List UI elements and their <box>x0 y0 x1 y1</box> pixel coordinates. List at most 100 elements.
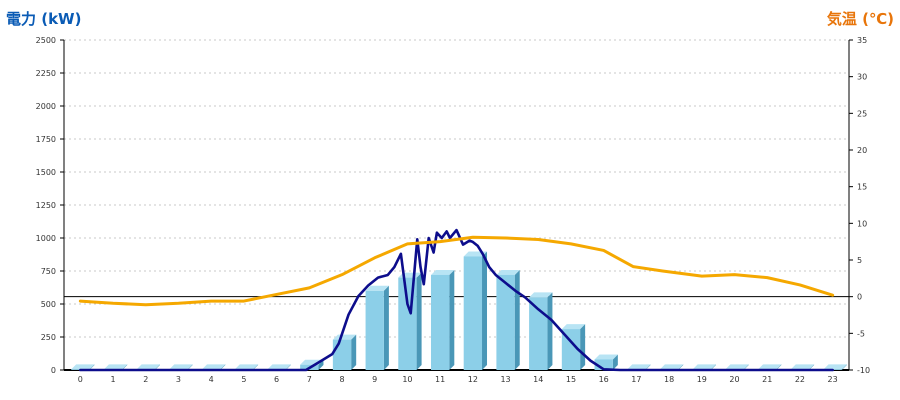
bar-side <box>841 364 847 370</box>
bar-top <box>332 334 357 340</box>
bar-front <box>529 297 548 370</box>
bar-side <box>89 364 95 370</box>
left-tick-label: 2000 <box>36 102 56 111</box>
left-tick-label: 2500 <box>36 36 56 45</box>
bar <box>398 272 422 370</box>
x-tick-label: 11 <box>435 375 445 384</box>
x-tick-label: 10 <box>402 375 412 384</box>
bar <box>365 285 389 370</box>
right-tick-label: -5 <box>857 329 865 338</box>
bar-top <box>234 364 259 370</box>
bar-side <box>416 272 422 370</box>
x-tick-label: 16 <box>599 375 609 384</box>
bar-top <box>594 354 618 360</box>
bar <box>496 269 520 370</box>
bar-top <box>790 364 815 370</box>
left-tick-label: 1000 <box>36 234 56 243</box>
right-tick-label: 20 <box>857 146 867 155</box>
bar-side <box>612 354 618 370</box>
bar-side <box>383 285 389 370</box>
right-tick-label: 5 <box>857 256 862 265</box>
bar <box>594 354 618 370</box>
bar <box>561 324 586 370</box>
temperature-line <box>78 235 835 307</box>
bar-top <box>627 364 651 370</box>
bar-top <box>169 364 193 370</box>
bar-side <box>482 251 488 370</box>
x-tick-label: 20 <box>729 375 739 384</box>
right-tick-label: 30 <box>857 73 867 82</box>
right-tick-label: -10 <box>857 366 870 375</box>
bar-side <box>449 269 455 370</box>
x-tick-label: 22 <box>795 375 805 384</box>
x-tick-label: 23 <box>828 375 838 384</box>
bar-top <box>758 364 782 370</box>
x-tick-label: 5 <box>241 375 246 384</box>
left-tick-label: 500 <box>41 300 56 309</box>
right-tick-label: 35 <box>857 36 867 45</box>
x-tick-label: 8 <box>339 375 344 384</box>
x-tick-label: 15 <box>566 375 576 384</box>
left-axis-title: 電力 (kW) <box>6 10 82 28</box>
x-tick-label: 1 <box>111 375 116 384</box>
left-tick-label: 750 <box>41 267 56 276</box>
left-tick-label: 1250 <box>36 201 56 210</box>
left-tick-label: 0 <box>51 366 56 375</box>
bar-top <box>430 269 455 275</box>
x-tick-label: 0 <box>78 375 83 384</box>
bar-side <box>154 364 160 370</box>
bar-side <box>710 364 716 370</box>
x-tick-label: 12 <box>468 375 478 384</box>
right-tick-label: 0 <box>857 293 862 302</box>
bar-side <box>351 334 357 370</box>
bar-front <box>365 290 384 370</box>
bar-top <box>202 364 226 370</box>
right-tick-label: 10 <box>857 219 867 228</box>
bar <box>463 251 488 370</box>
left-tick-label: 250 <box>41 333 56 342</box>
x-tick-label: 6 <box>274 375 279 384</box>
x-tick-label: 21 <box>762 375 772 384</box>
bar-front <box>561 329 581 370</box>
bar-side <box>580 324 586 370</box>
right-axis-title: 気温 (℃) <box>826 10 894 28</box>
bar-front <box>332 339 352 370</box>
bar-top <box>529 292 553 298</box>
x-tick-label: 19 <box>697 375 707 384</box>
bar-side <box>187 364 193 370</box>
bar-front <box>496 274 515 370</box>
bar-top <box>692 364 716 370</box>
bar-side <box>514 269 520 370</box>
bar-top <box>136 364 160 370</box>
x-tick-label: 14 <box>533 375 543 384</box>
x-tick-label: 17 <box>631 375 641 384</box>
bar-side <box>318 359 324 370</box>
x-tick-label: 2 <box>143 375 148 384</box>
bar-side <box>645 364 651 370</box>
bar-top <box>103 364 128 370</box>
bar-top <box>725 364 749 370</box>
right-tick-label: 15 <box>857 183 867 192</box>
bar <box>332 334 357 370</box>
left-tick-label: 1750 <box>36 135 56 144</box>
bar-top <box>561 324 586 330</box>
bar-side <box>678 364 684 370</box>
bar-front <box>594 359 613 370</box>
bar-side <box>285 364 291 370</box>
bar-side <box>809 364 815 370</box>
left-tick-label: 2250 <box>36 69 56 78</box>
bar-top <box>71 364 95 370</box>
x-tick-label: 13 <box>500 375 510 384</box>
bar-side <box>220 364 226 370</box>
x-tick-label: 9 <box>372 375 377 384</box>
bar-top <box>496 269 520 275</box>
bar-side <box>776 364 782 370</box>
bar-front <box>430 274 450 370</box>
bar <box>529 292 553 370</box>
right-tick-label: 25 <box>857 109 867 118</box>
bar-front <box>463 256 483 370</box>
bar-side <box>547 292 553 370</box>
left-tick-label: 1500 <box>36 168 56 177</box>
